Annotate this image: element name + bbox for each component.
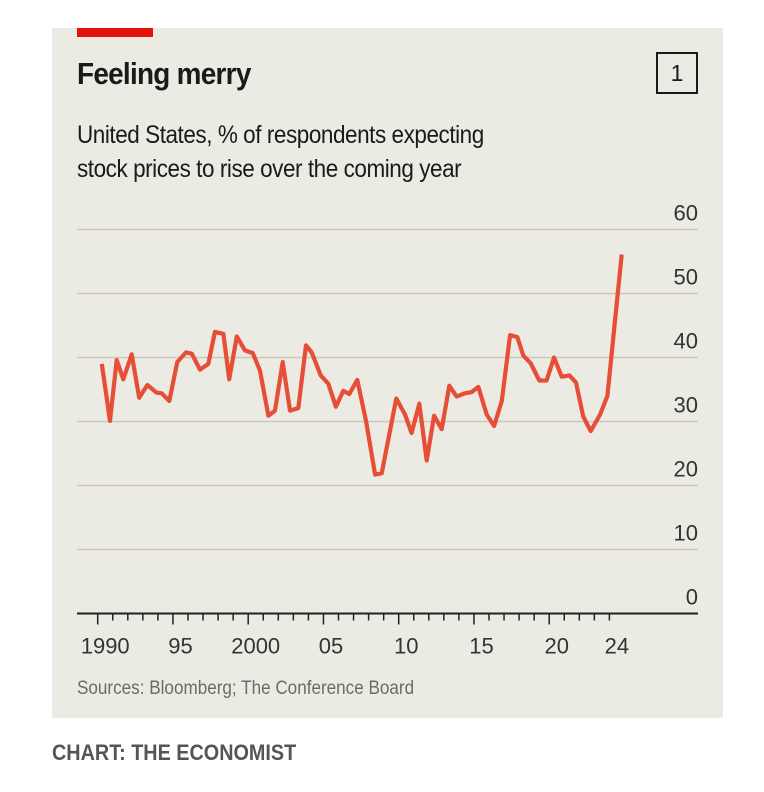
y-tick-label: 0 bbox=[686, 585, 698, 610]
chart-subtitle: United States, % of respondents expectin… bbox=[77, 118, 653, 186]
x-tick-label: 2000 bbox=[231, 634, 280, 659]
y-axis-labels: 0 10 20 30 40 50 60 bbox=[674, 201, 698, 610]
y-tick-label: 50 bbox=[674, 265, 698, 290]
x-tick-label: 20 bbox=[544, 634, 568, 659]
y-tick-label: 20 bbox=[674, 457, 698, 482]
series-layer bbox=[99, 254, 624, 477]
x-tick-label: 1990 bbox=[81, 634, 130, 659]
x-tick-label: 05 bbox=[319, 634, 343, 659]
x-tick-label: 95 bbox=[168, 634, 192, 659]
y-tick-label: 10 bbox=[674, 521, 698, 546]
chart-credit: CHART: THE ECONOMIST bbox=[52, 740, 297, 765]
subtitle-line: stock prices to rise over the coming yea… bbox=[77, 155, 462, 183]
source-note: Sources: Bloomberg; The Conference Board bbox=[77, 678, 415, 699]
y-tick-label: 40 bbox=[674, 329, 698, 354]
x-tick-label: 24 bbox=[605, 634, 629, 659]
y-tick-label: 60 bbox=[674, 201, 698, 226]
chart-title: Feeling merry bbox=[77, 56, 251, 91]
subtitle-line: United States, % of respondents expectin… bbox=[77, 121, 484, 149]
series-line bbox=[99, 254, 624, 477]
y-tick-label: 30 bbox=[674, 393, 698, 418]
x-axis bbox=[77, 612, 698, 625]
chart-number-badge: 1 bbox=[656, 52, 698, 94]
x-tick-label: 10 bbox=[394, 634, 418, 659]
x-axis-labels: 1990 95 2000 05 10 15 20 24 bbox=[81, 634, 629, 659]
accent-bar bbox=[77, 28, 153, 37]
x-tick-label: 15 bbox=[469, 634, 493, 659]
